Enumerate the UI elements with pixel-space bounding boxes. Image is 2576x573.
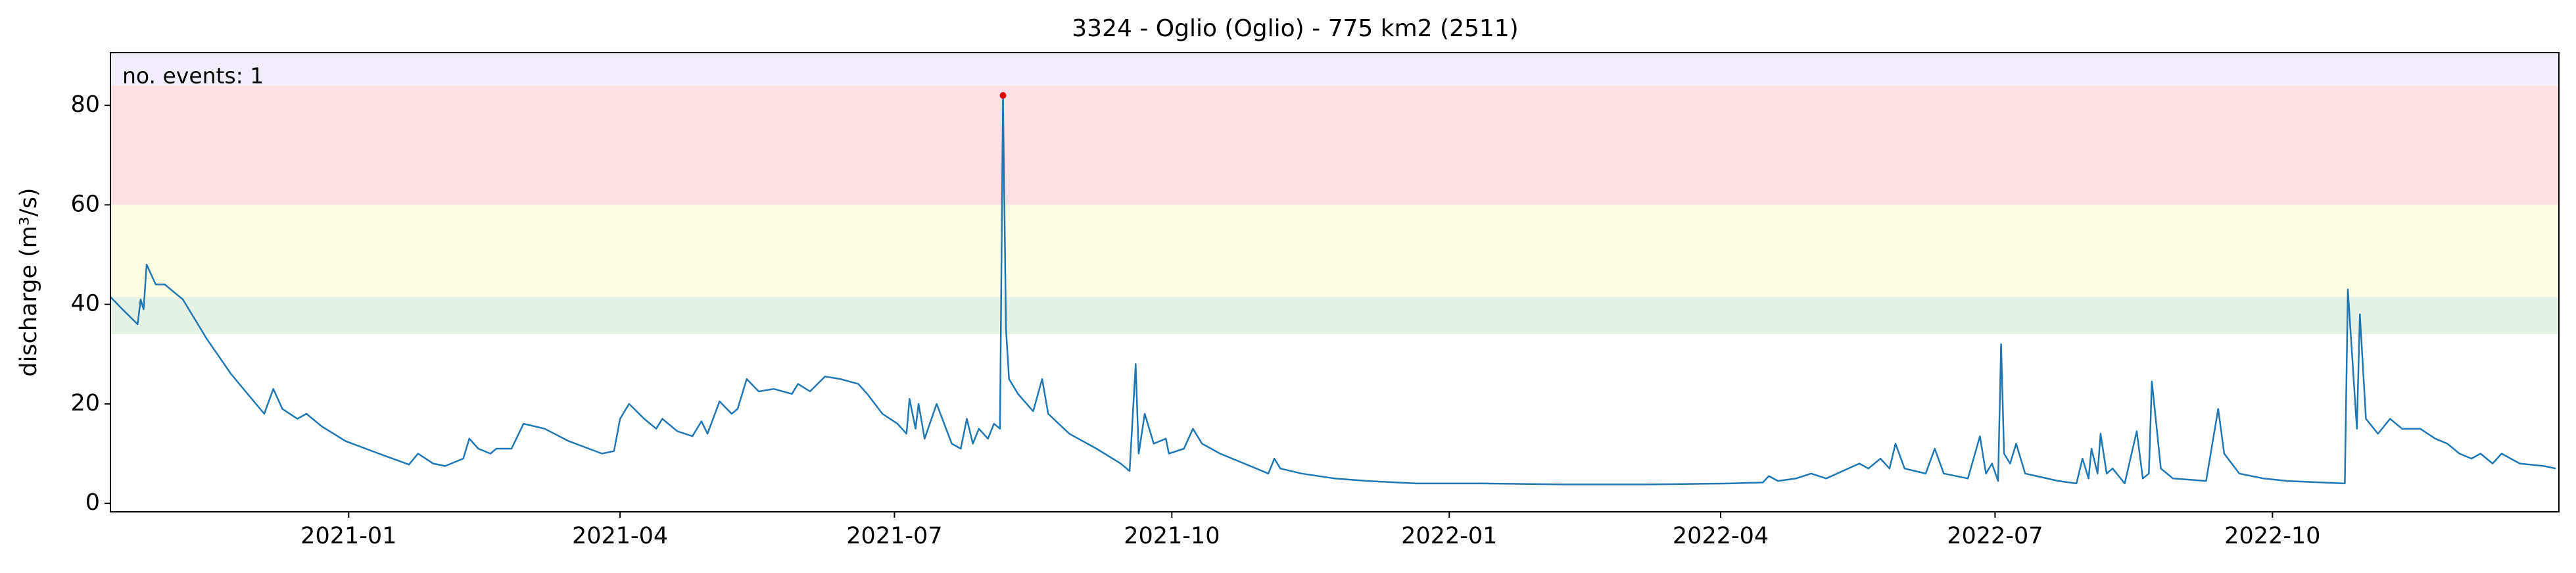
y-tick-label: 20	[70, 390, 100, 416]
x-tick-label: 2021-07	[846, 523, 942, 549]
x-tick-label: 2021-01	[300, 523, 396, 549]
x-tick-label: 2022-01	[1401, 523, 1497, 549]
x-tick-label: 2021-10	[1124, 523, 1220, 549]
threshold-band	[110, 53, 2559, 86]
x-tick-label: 2022-07	[1947, 523, 2043, 549]
threshold-band	[110, 85, 2559, 205]
x-tick-label: 2022-10	[2224, 523, 2320, 549]
y-axis-label: discharge (m³/s)	[16, 187, 42, 376]
x-tick-label: 2022-04	[1673, 523, 1769, 549]
x-tick-label: 2021-04	[572, 523, 668, 549]
discharge-line	[110, 94, 2556, 486]
events-annotation: no. events: 1	[122, 63, 264, 89]
y-tick-label: 80	[70, 91, 100, 118]
chart-title: 3324 - Oglio (Oglio) - 775 km2 (2511)	[1072, 15, 1518, 42]
y-tick-label: 60	[70, 191, 100, 217]
y-tick-label: 40	[70, 291, 100, 317]
axes-frame	[110, 52, 2560, 512]
threshold-band	[110, 205, 2559, 297]
threshold-band	[110, 297, 2559, 335]
y-tick-label: 0	[85, 489, 100, 516]
event-marker	[999, 92, 1007, 99]
